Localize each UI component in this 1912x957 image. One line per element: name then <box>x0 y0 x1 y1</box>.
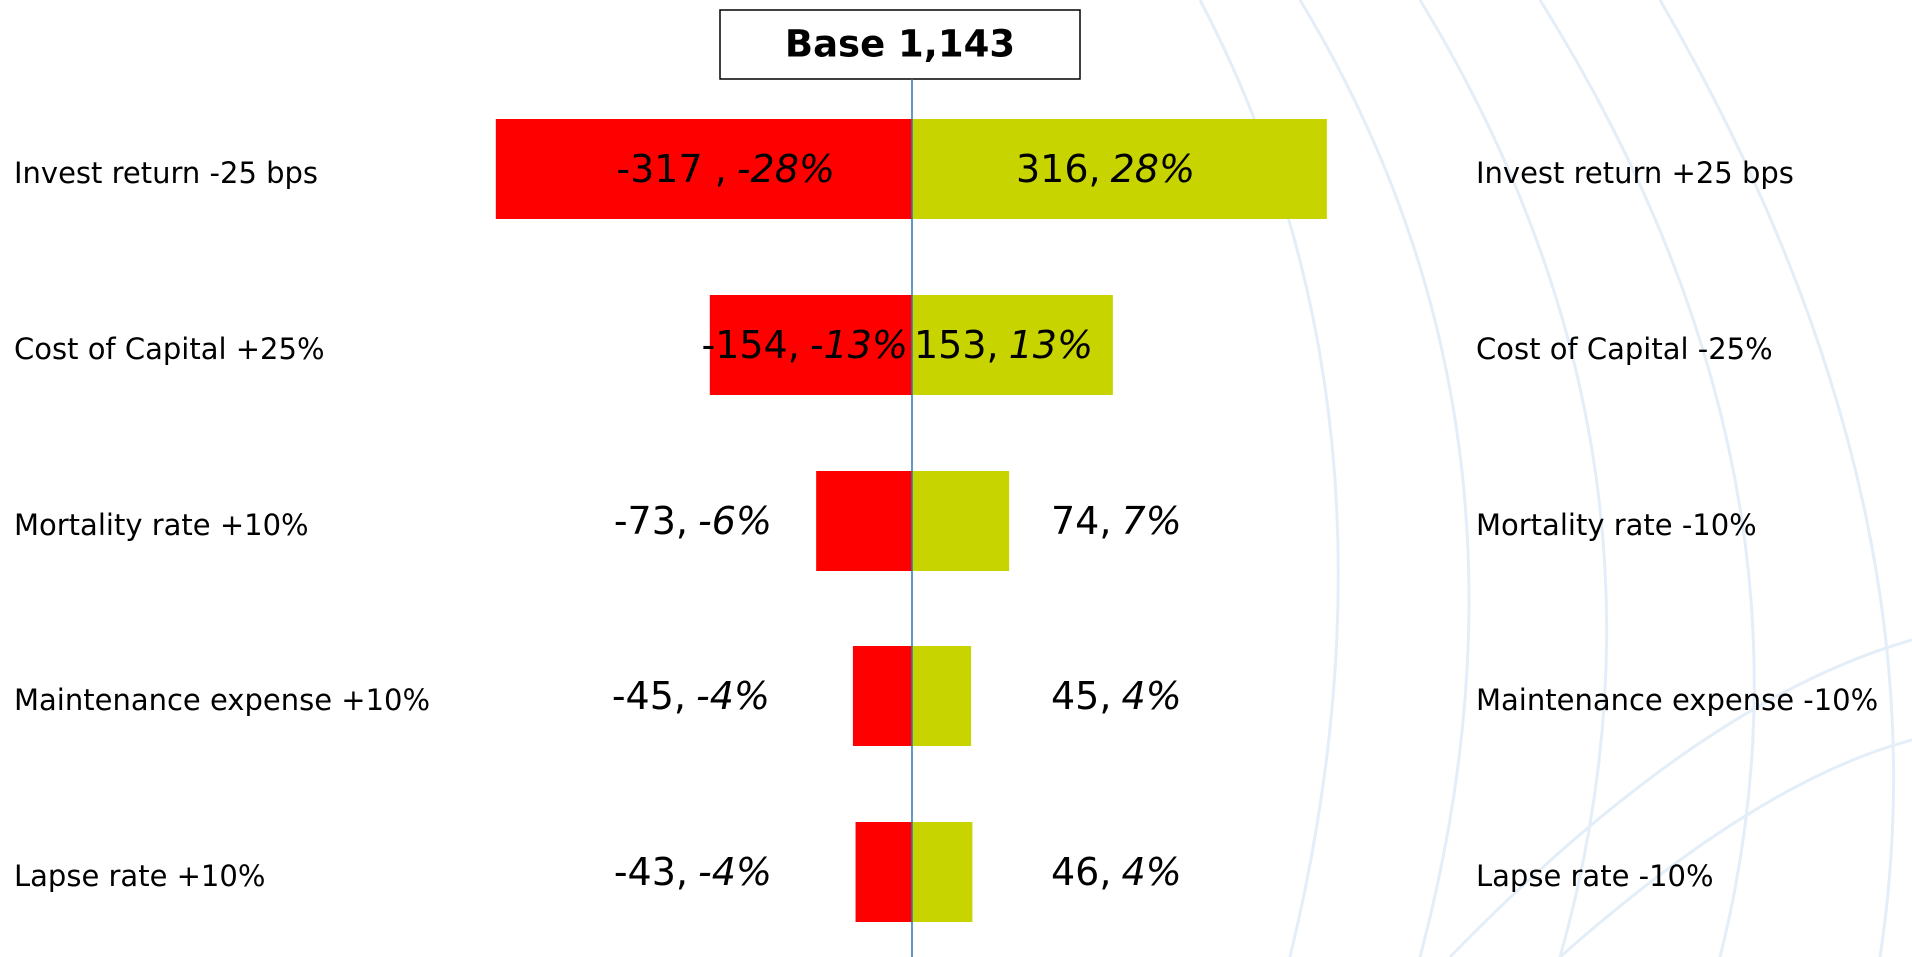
value-number: 45, <box>1051 674 1111 718</box>
value-number: -317 , <box>616 147 726 191</box>
value-percent: -4% <box>698 850 772 894</box>
category-label-right: Invest return +25 bps <box>1476 156 1794 190</box>
category-label-right: Cost of Capital -25% <box>1476 332 1773 366</box>
value-number: -45, <box>612 674 686 718</box>
chart-title: Base 1,143 <box>785 23 1015 66</box>
value-number: 153, <box>914 323 999 367</box>
category-label-right: Mortality rate -10% <box>1476 508 1757 542</box>
value-percent: 7% <box>1121 499 1181 543</box>
bar <box>912 295 1113 395</box>
category-label: Invest return -25 bps <box>14 156 318 190</box>
value-number: 74, <box>1051 499 1111 543</box>
value-label: 153, 13% <box>914 323 1093 367</box>
value-label: -317 , -28% <box>616 147 835 191</box>
value-percent: 4% <box>1121 674 1181 718</box>
bar <box>912 119 1327 219</box>
bar <box>709 295 912 395</box>
bar <box>495 119 912 219</box>
value-percent: -13% <box>810 323 908 367</box>
value-percent: -4% <box>696 674 770 718</box>
category-label-right: Maintenance expense -10% <box>1476 683 1878 717</box>
value-number: -43, <box>614 850 688 894</box>
value-label: -45, -4% <box>612 674 770 718</box>
value-percent: -6% <box>698 499 772 543</box>
category-label: Cost of Capital +25% <box>14 332 325 366</box>
title-box <box>719 9 1081 80</box>
bar <box>912 471 1010 571</box>
value-percent: 28% <box>1111 147 1195 191</box>
bar <box>912 646 972 746</box>
value-label: 46, 4% <box>1051 850 1182 894</box>
category-label: Maintenance expense +10% <box>14 683 430 717</box>
category-label: Lapse rate +10% <box>14 859 265 893</box>
value-percent: 13% <box>1009 323 1093 367</box>
value-label: -43, -4% <box>614 850 772 894</box>
bar <box>816 471 912 571</box>
value-percent: -28% <box>737 147 835 191</box>
value-number: 46, <box>1051 850 1111 894</box>
value-number: 316, <box>1016 147 1101 191</box>
category-label: Mortality rate +10% <box>14 508 309 542</box>
value-label: 74, 7% <box>1051 499 1182 543</box>
value-label: -73, -6% <box>614 499 772 543</box>
bar <box>855 822 912 922</box>
bar <box>852 646 912 746</box>
value-label: 316, 28% <box>1016 147 1195 191</box>
background-decoration <box>1198 0 1912 957</box>
value-number: -154, <box>701 323 799 367</box>
value-number: -73, <box>614 499 688 543</box>
bar <box>912 822 973 922</box>
category-label-right: Lapse rate -10% <box>1476 859 1714 893</box>
value-percent: 4% <box>1121 850 1181 894</box>
value-label: 45, 4% <box>1051 674 1182 718</box>
value-label: -154, -13% <box>701 323 908 367</box>
